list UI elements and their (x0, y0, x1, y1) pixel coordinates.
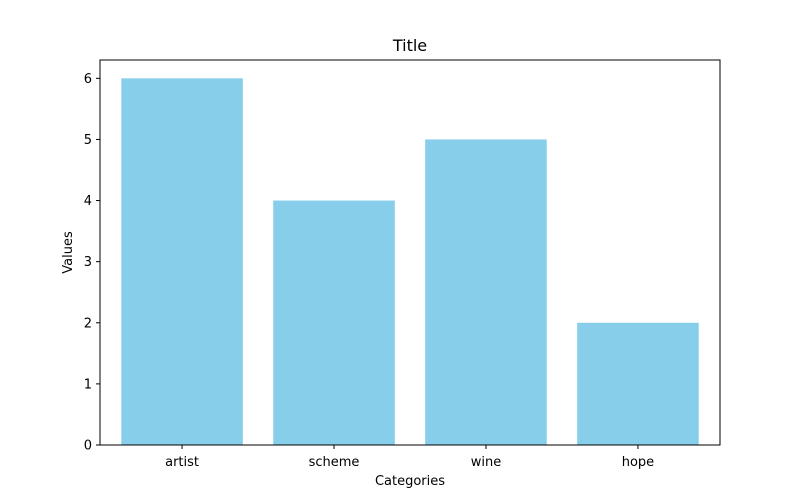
chart-title: Title (392, 36, 427, 55)
x-axis-label: Categories (375, 474, 445, 489)
x-tick-label: scheme (309, 455, 360, 470)
bar-scheme (273, 200, 395, 445)
y-axis-ticks: 0 1 2 3 4 5 6 (84, 72, 100, 454)
y-tick-label: 5 (84, 133, 92, 148)
y-tick-label: 2 (84, 316, 92, 331)
x-tick-label: wine (471, 455, 501, 470)
x-tick-label: hope (622, 455, 654, 470)
x-axis-ticks: artist scheme wine hope (165, 445, 654, 470)
plot-frame (99, 59, 721, 446)
bar-wine (425, 139, 547, 445)
y-tick-label: 1 (84, 377, 92, 392)
bars-group (121, 78, 699, 445)
y-axis-label: Values (61, 231, 76, 274)
y-tick-label: 3 (84, 255, 92, 270)
y-tick-label: 6 (84, 72, 92, 87)
bar-artist (121, 78, 243, 445)
y-tick-label: 4 (84, 194, 92, 209)
bar-hope (577, 322, 699, 445)
y-tick-label: 0 (84, 439, 92, 454)
x-tick-label: artist (165, 455, 199, 470)
